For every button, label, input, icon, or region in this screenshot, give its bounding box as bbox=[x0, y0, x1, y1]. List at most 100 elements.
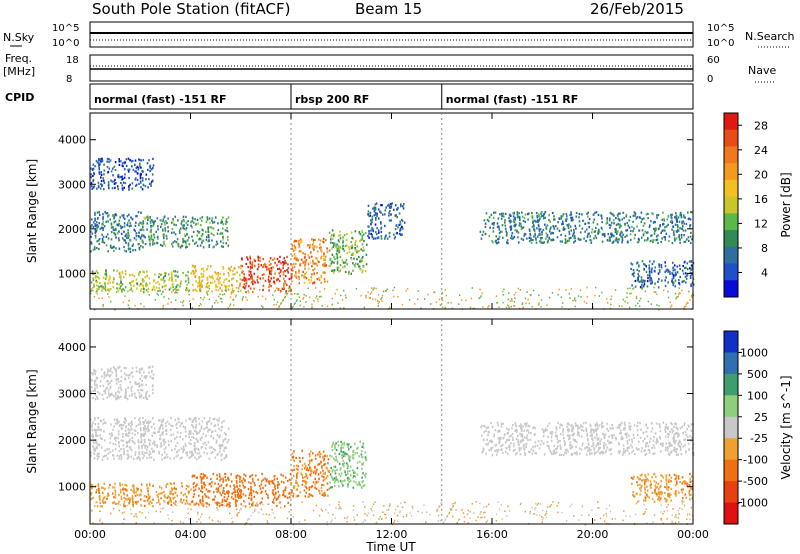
data-cell bbox=[176, 288, 178, 292]
data-cell bbox=[340, 440, 342, 443]
data-cell bbox=[100, 179, 103, 183]
data-cell bbox=[103, 173, 105, 176]
data-cell bbox=[609, 239, 611, 242]
data-cell bbox=[589, 423, 592, 426]
data-cell bbox=[324, 261, 326, 265]
data-cell bbox=[561, 240, 563, 243]
data-cell bbox=[90, 292, 92, 295]
data-cell bbox=[158, 430, 161, 433]
data-cell bbox=[305, 271, 308, 274]
data-cell bbox=[107, 184, 110, 187]
data-cell bbox=[679, 214, 681, 217]
data-cell bbox=[611, 233, 614, 237]
data-cell bbox=[390, 202, 392, 206]
data-cell bbox=[672, 266, 675, 269]
data-cell bbox=[225, 289, 227, 291]
data-cell bbox=[537, 220, 539, 223]
data-cell bbox=[103, 225, 106, 228]
data-cell bbox=[96, 429, 98, 432]
data-cell bbox=[356, 461, 359, 464]
data-cell bbox=[549, 227, 552, 231]
data-cell bbox=[324, 280, 326, 283]
data-cell bbox=[150, 182, 152, 185]
data-cell bbox=[114, 309, 116, 311]
data-cell bbox=[451, 307, 453, 310]
data-cell bbox=[135, 383, 138, 386]
data-cell bbox=[174, 274, 176, 277]
data-cell bbox=[200, 303, 202, 306]
data-cell bbox=[278, 288, 280, 291]
data-cell bbox=[658, 270, 661, 274]
data-cell bbox=[102, 486, 104, 489]
data-cell bbox=[204, 493, 206, 496]
data-cell bbox=[122, 432, 124, 435]
data-cell bbox=[220, 283, 223, 287]
data-cell bbox=[113, 217, 115, 220]
data-cell bbox=[219, 479, 221, 482]
data-cell bbox=[670, 421, 672, 425]
data-cell bbox=[139, 427, 142, 430]
data-cell bbox=[251, 280, 254, 283]
data-cell bbox=[293, 257, 296, 260]
data-cell bbox=[393, 233, 395, 236]
data-cell bbox=[232, 491, 235, 494]
data-cell bbox=[606, 219, 608, 222]
data-cell bbox=[120, 160, 122, 163]
data-cell bbox=[117, 437, 119, 440]
data-cell bbox=[130, 286, 133, 289]
data-cell bbox=[562, 213, 565, 216]
data-cell bbox=[124, 182, 127, 185]
data-cell bbox=[569, 213, 571, 217]
data-cell bbox=[202, 239, 205, 242]
data-cell bbox=[496, 450, 499, 453]
data-cell bbox=[243, 500, 245, 503]
data-cell bbox=[201, 239, 204, 242]
data-cell bbox=[205, 230, 207, 233]
data-cell bbox=[100, 429, 102, 432]
data-cell bbox=[669, 301, 672, 304]
data-cell bbox=[175, 290, 177, 293]
data-cell bbox=[562, 226, 565, 229]
data-cell bbox=[99, 434, 101, 437]
data-cell bbox=[529, 232, 531, 236]
data-cell bbox=[578, 426, 581, 430]
data-cell bbox=[188, 289, 191, 292]
data-cell bbox=[623, 421, 626, 424]
data-cell bbox=[570, 229, 572, 232]
data-cell bbox=[142, 241, 144, 244]
data-cell bbox=[664, 236, 666, 239]
data-cell bbox=[326, 474, 329, 477]
data-cell bbox=[117, 380, 120, 383]
data-cell bbox=[208, 287, 211, 290]
data-cell bbox=[534, 232, 536, 235]
data-cell bbox=[185, 274, 187, 277]
data-cell bbox=[334, 469, 336, 473]
data-cell bbox=[100, 158, 102, 161]
data-cell bbox=[182, 227, 184, 230]
data-cell bbox=[399, 229, 401, 232]
data-cell bbox=[282, 299, 284, 301]
data-cell bbox=[97, 276, 100, 279]
data-cell bbox=[165, 430, 168, 433]
data-cell bbox=[600, 226, 603, 229]
data-cell bbox=[113, 418, 116, 421]
data-cell bbox=[115, 396, 117, 399]
data-cell bbox=[212, 221, 214, 224]
data-cell bbox=[530, 238, 532, 241]
data-cell bbox=[303, 306, 305, 308]
data-cell bbox=[124, 429, 127, 432]
data-cell bbox=[123, 222, 126, 225]
data-cell bbox=[575, 215, 578, 218]
data-cell bbox=[236, 495, 239, 498]
data-cell bbox=[621, 239, 624, 242]
data-cell bbox=[649, 260, 651, 263]
data-cell bbox=[495, 443, 498, 446]
data-cell bbox=[414, 303, 416, 305]
data-cell bbox=[100, 160, 102, 163]
data-cell bbox=[417, 298, 419, 300]
data-cell bbox=[223, 496, 226, 499]
data-cell bbox=[145, 377, 147, 380]
data-cell bbox=[610, 453, 612, 456]
data-cell bbox=[689, 299, 691, 301]
data-cell bbox=[118, 455, 121, 458]
